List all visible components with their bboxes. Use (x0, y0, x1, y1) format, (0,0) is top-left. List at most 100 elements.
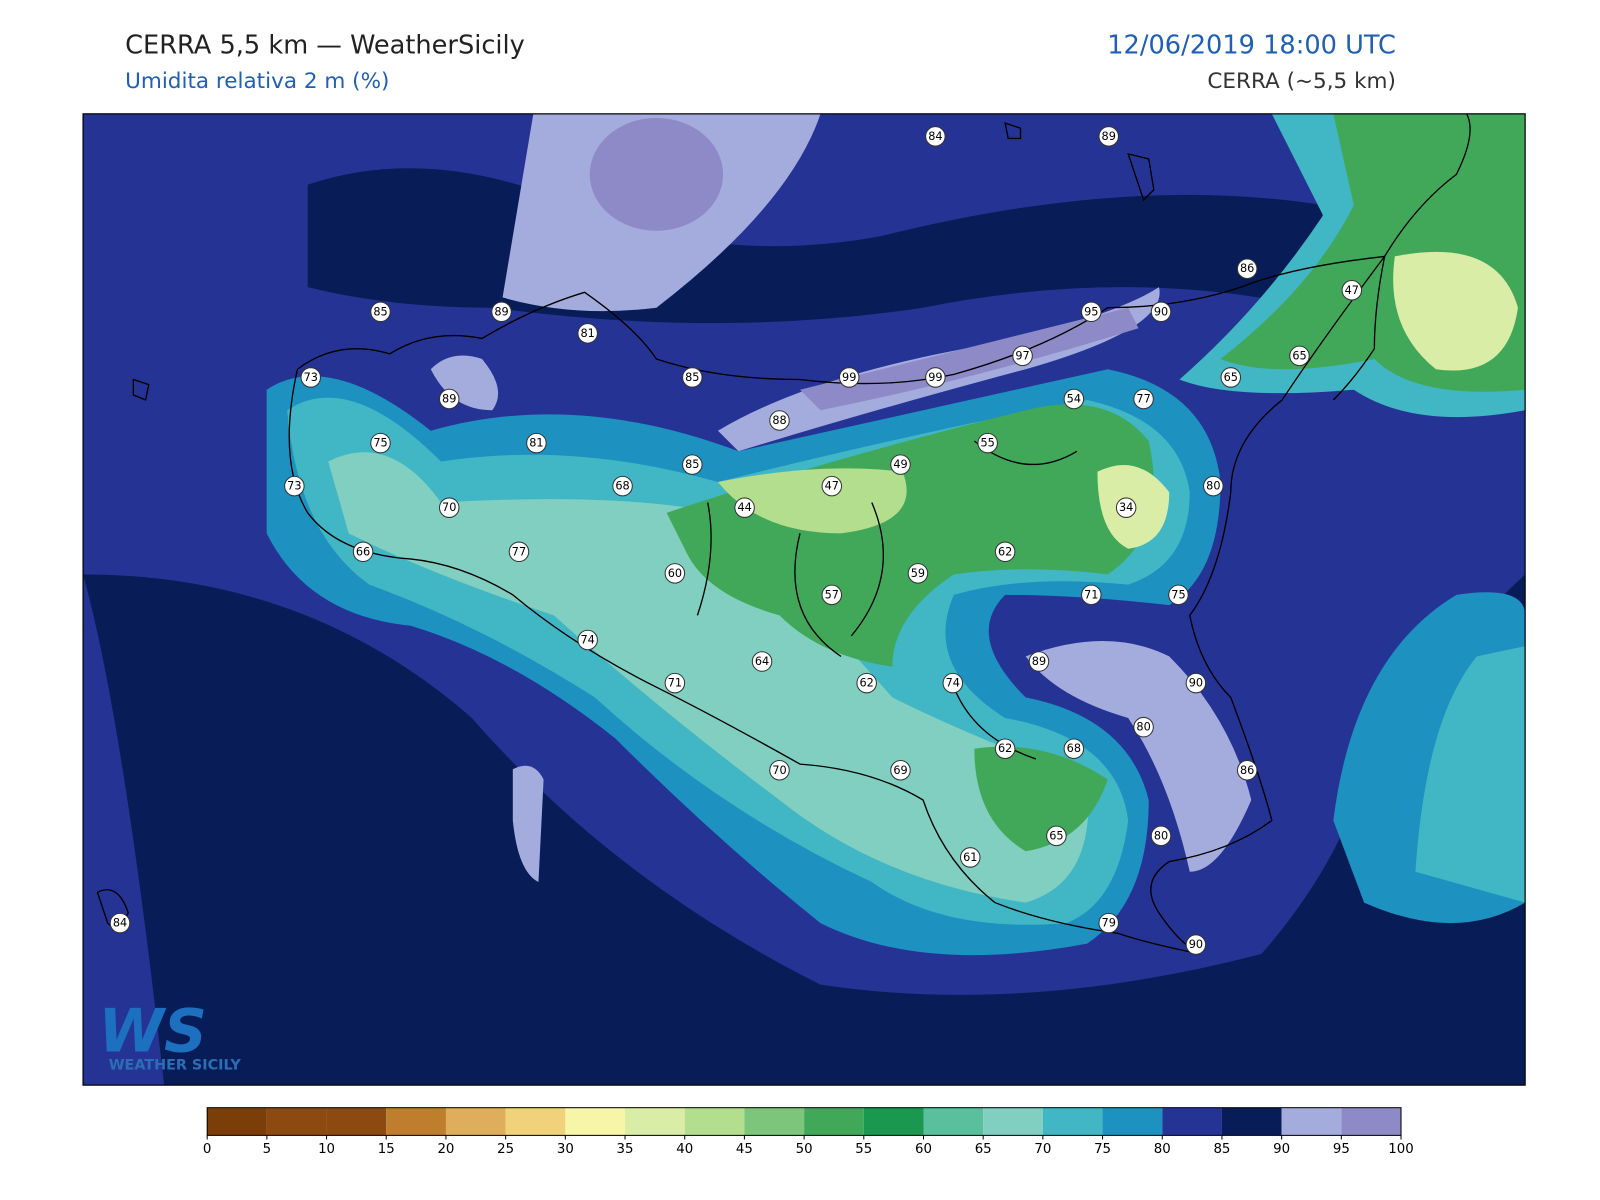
station-marker (1012, 345, 1033, 367)
station-value: 62 (859, 677, 873, 690)
station-marker (769, 759, 790, 781)
colorbar-tick-label: 80 (1154, 1142, 1171, 1157)
colorbar-tick-label: 85 (1213, 1142, 1230, 1157)
colorbar-swatch (625, 1107, 685, 1136)
station-value: 89 (1102, 130, 1116, 143)
station-marker (1115, 497, 1137, 518)
colorbar-swatch (1281, 1107, 1342, 1136)
station-value: 89 (494, 305, 508, 318)
colorbar-tick-label: 5 (263, 1142, 271, 1157)
station-value: 99 (928, 371, 942, 384)
station-marker (890, 454, 911, 475)
station-value: 62 (998, 742, 1012, 755)
station-marker (925, 126, 946, 147)
station-marker (821, 475, 843, 497)
station-value: 89 (1032, 655, 1046, 668)
station-value: 47 (825, 480, 839, 493)
colorbar-tick-label: 10 (318, 1142, 335, 1157)
station-value: 70 (772, 764, 786, 777)
station-value: 75 (373, 437, 387, 450)
station-marker (491, 301, 512, 323)
station-marker (664, 563, 686, 584)
station-value: 61 (963, 851, 977, 864)
station-marker (370, 301, 391, 323)
station-marker (1289, 345, 1310, 367)
station-value: 34 (1119, 501, 1133, 514)
station-marker (1341, 279, 1363, 301)
station-marker (959, 847, 981, 868)
colorbar-swatch (386, 1107, 446, 1136)
colorbar-tick-label: 45 (736, 1142, 753, 1157)
colorbar-tick-label: 20 (437, 1142, 454, 1157)
station-marker (1236, 759, 1258, 781)
station-marker (526, 432, 547, 454)
station-value: 84 (113, 917, 127, 930)
station-marker (1133, 388, 1154, 410)
logo-mark: WS (98, 997, 206, 1066)
colorbar-tick-label: 95 (1333, 1142, 1350, 1157)
station-value: 73 (304, 371, 318, 384)
station-marker (1133, 716, 1154, 738)
station-value: 85 (373, 305, 387, 318)
station-marker (1063, 738, 1085, 759)
station-marker (1098, 126, 1119, 147)
station-value: 74 (946, 677, 960, 690)
colorbar-swatch (326, 1107, 387, 1136)
colorbar-swatch (923, 1107, 984, 1136)
station-marker (508, 541, 530, 563)
station-value: 85 (685, 458, 699, 471)
colorbar-swatch (863, 1107, 924, 1136)
station-value: 89 (442, 392, 456, 405)
station-value: 79 (1102, 917, 1116, 930)
station-marker (352, 541, 374, 563)
colorbar-swatch (445, 1107, 506, 1136)
title: CERRA 5,5 km — WeatherSicily (125, 30, 525, 60)
station-value: 66 (356, 545, 370, 558)
station-value: 70 (442, 501, 456, 514)
colorbar-tick-label: 35 (617, 1142, 634, 1157)
colorbar-swatch (1341, 1107, 1402, 1136)
colorbar-swatch (565, 1107, 626, 1136)
station-value: 85 (685, 371, 699, 384)
field (83, 113, 1526, 1086)
station-marker (1028, 651, 1050, 672)
station-marker (577, 629, 598, 651)
station-marker (751, 651, 773, 672)
colorbar-tick-label: 40 (676, 1142, 693, 1157)
station-marker (682, 454, 703, 475)
station-value: 86 (1240, 262, 1254, 275)
logo: WS WEATHER SICILY (98, 997, 241, 1073)
station-marker (907, 563, 929, 584)
station-value: 73 (287, 480, 301, 493)
station-marker (109, 912, 131, 934)
colorbar: 0 5 10 15 20 25 30 35 40 45 50 55 60 65 70 75 80 85 90 95 10… (203, 1107, 1414, 1157)
station-marker (1081, 301, 1102, 323)
station-value: 74 (581, 634, 595, 647)
station-value: 81 (581, 327, 595, 340)
station-marker (1063, 388, 1085, 410)
colorbar-tick-label: 15 (378, 1142, 395, 1157)
station-marker (300, 367, 322, 388)
colorbar-tick-label: 75 (1094, 1142, 1111, 1157)
station-value: 77 (512, 545, 526, 558)
station-marker (577, 323, 598, 344)
station-value: 44 (737, 501, 751, 514)
station-value: 84 (928, 130, 942, 143)
station-value: 80 (1154, 829, 1168, 842)
station-marker (1168, 584, 1189, 606)
station-value: 60 (668, 567, 682, 580)
station-marker (821, 584, 843, 606)
subtitle: Umidita relativa 2 m (%) (125, 69, 389, 94)
station-marker (769, 410, 790, 431)
station-value: 80 (1206, 480, 1220, 493)
station-value: 75 (1171, 588, 1185, 601)
station-marker (994, 738, 1016, 759)
station-value: 68 (1067, 742, 1081, 755)
colorbar-tick-label: 65 (975, 1142, 992, 1157)
station-marker (438, 497, 460, 518)
station-marker (438, 388, 460, 410)
station-marker (1185, 934, 1207, 955)
station-value: 71 (1084, 588, 1098, 601)
